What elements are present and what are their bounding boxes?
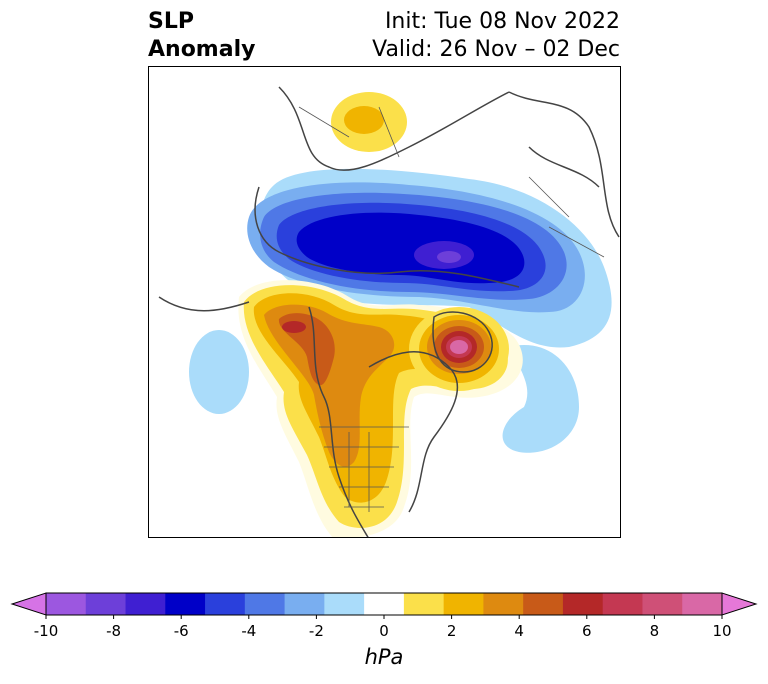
colorbar-segment bbox=[562, 593, 604, 615]
map-title: SLP Anomaly bbox=[148, 8, 255, 64]
coastlines bbox=[158, 86, 620, 537]
colorbar-tick-label: 4 bbox=[514, 622, 524, 640]
colorbar-segment bbox=[85, 593, 127, 615]
colorbar-segment bbox=[165, 593, 206, 615]
valid-range: Valid: 26 Nov – 02 Dec bbox=[372, 37, 620, 62]
colorbar-tick-label: 2 bbox=[446, 622, 457, 640]
colorbar-segment bbox=[364, 593, 405, 615]
anomaly-greenland-positive bbox=[409, 307, 509, 391]
colorbar-segment bbox=[483, 593, 524, 615]
map-canvas bbox=[158, 86, 620, 537]
colorbar-tick-label: -2 bbox=[308, 622, 324, 640]
anomaly-arctic-negative bbox=[247, 168, 612, 348]
colorbar-segment bbox=[403, 593, 445, 615]
title-line-anomaly: Anomaly bbox=[148, 37, 256, 62]
colorbar-tick-label: 8 bbox=[649, 622, 660, 640]
anomaly-europe-positive bbox=[331, 92, 407, 152]
colorbar-tick-label: 6 bbox=[582, 622, 592, 640]
title-line-slp: SLP bbox=[148, 9, 194, 34]
colorbar bbox=[10, 592, 758, 619]
init-date: Init: Tue 08 Nov 2022 bbox=[384, 9, 620, 34]
colorbar-tick-label: 0 bbox=[379, 622, 389, 640]
colorbar-segment bbox=[125, 593, 166, 615]
political-borders bbox=[298, 106, 605, 512]
colorbar-segment bbox=[642, 593, 683, 615]
colorbar-segment bbox=[682, 593, 723, 615]
colorbar-segment bbox=[46, 593, 87, 615]
slp-anomaly-map bbox=[148, 66, 621, 538]
colorbar-tick-label: 10 bbox=[712, 622, 732, 640]
colorbar-tick-label: -10 bbox=[33, 622, 59, 640]
anomaly-atlantic-negative bbox=[502, 345, 579, 453]
colorbar-segment bbox=[244, 593, 286, 615]
colorbar-segment bbox=[523, 593, 564, 615]
colorbar-unit: hPa bbox=[364, 645, 404, 669]
colorbar-segment bbox=[602, 593, 643, 615]
colorbar-segment bbox=[205, 593, 246, 615]
colorbar-extend-high bbox=[721, 592, 758, 616]
anomaly-pacific-negative bbox=[189, 330, 249, 414]
map-subtitle: Init: Tue 08 Nov 2022 Valid: 26 Nov – 02… bbox=[372, 8, 620, 64]
colorbar-tick-label: -8 bbox=[106, 622, 122, 640]
colorbar-extend-low bbox=[10, 592, 47, 616]
colorbar-segment bbox=[324, 593, 365, 615]
colorbar-tick-label: -4 bbox=[241, 622, 257, 640]
colorbar-segment bbox=[443, 593, 484, 615]
colorbar-tick-label: -6 bbox=[173, 622, 189, 640]
colorbar-segment bbox=[284, 593, 325, 615]
